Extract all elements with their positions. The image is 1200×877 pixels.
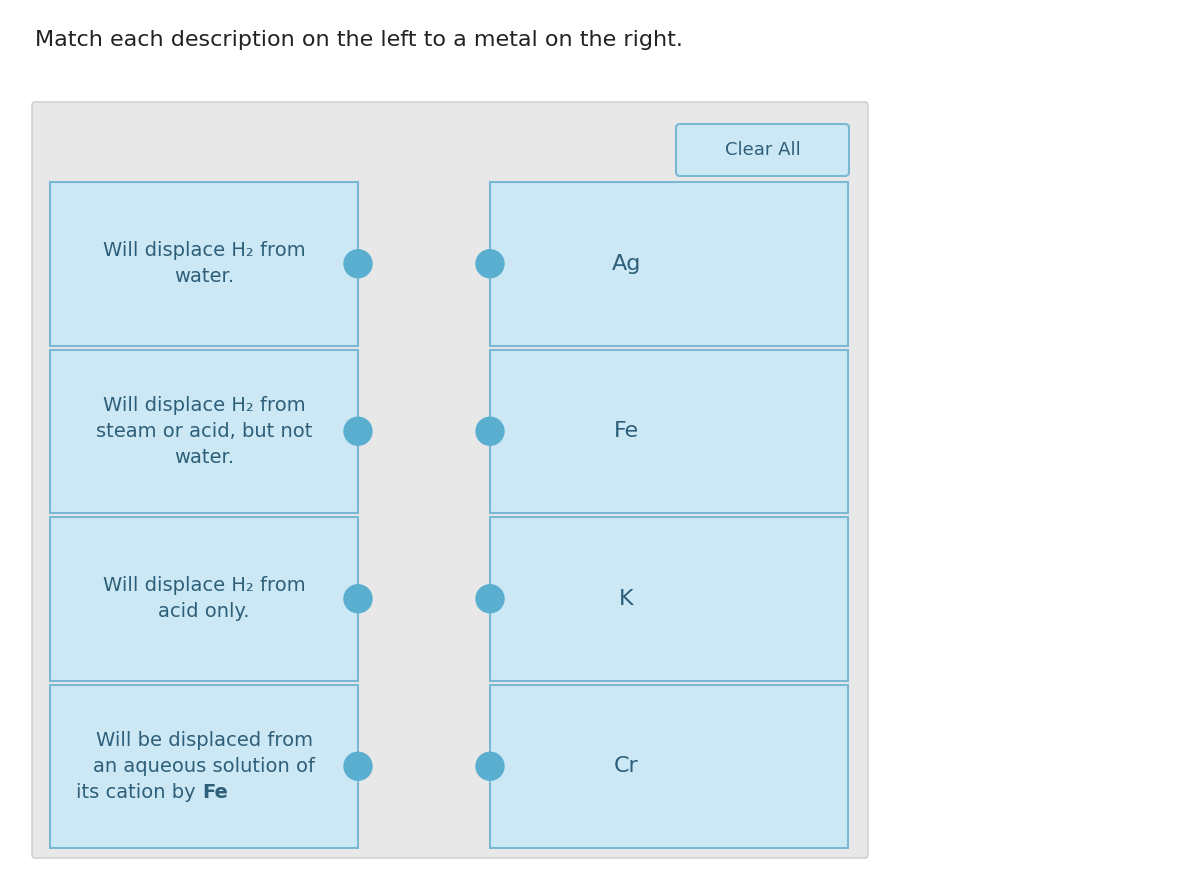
FancyBboxPatch shape (490, 685, 848, 848)
Circle shape (344, 250, 372, 278)
Text: Ag: Ag (611, 253, 641, 274)
Circle shape (344, 585, 372, 613)
FancyBboxPatch shape (676, 124, 850, 176)
Text: steam or acid, but not: steam or acid, but not (96, 422, 312, 441)
Text: Will be displaced from: Will be displaced from (96, 731, 312, 750)
Text: an aqueous solution of: an aqueous solution of (94, 757, 314, 776)
FancyBboxPatch shape (490, 182, 848, 346)
Text: Fe: Fe (613, 421, 638, 441)
Circle shape (476, 752, 504, 781)
FancyBboxPatch shape (50, 182, 358, 346)
Text: its cation by: its cation by (76, 783, 202, 802)
FancyBboxPatch shape (490, 517, 848, 681)
Text: Will displace H₂ from: Will displace H₂ from (103, 241, 305, 260)
Text: water.: water. (174, 448, 234, 467)
Text: acid only.: acid only. (158, 602, 250, 621)
Text: water.: water. (174, 267, 234, 286)
FancyBboxPatch shape (490, 350, 848, 513)
FancyBboxPatch shape (50, 685, 358, 848)
FancyBboxPatch shape (50, 350, 358, 513)
FancyBboxPatch shape (32, 102, 868, 858)
Text: K: K (619, 588, 634, 609)
Text: Fe: Fe (202, 783, 228, 802)
FancyBboxPatch shape (50, 517, 358, 681)
Circle shape (476, 417, 504, 446)
Text: Clear All: Clear All (725, 141, 800, 159)
Circle shape (476, 250, 504, 278)
Text: Match each description on the left to a metal on the right.: Match each description on the left to a … (35, 30, 683, 50)
Text: Cr: Cr (613, 756, 638, 776)
Text: Will displace H₂ from: Will displace H₂ from (103, 396, 305, 415)
Text: Will displace H₂ from: Will displace H₂ from (103, 576, 305, 595)
Circle shape (344, 752, 372, 781)
Circle shape (476, 585, 504, 613)
Circle shape (344, 417, 372, 446)
